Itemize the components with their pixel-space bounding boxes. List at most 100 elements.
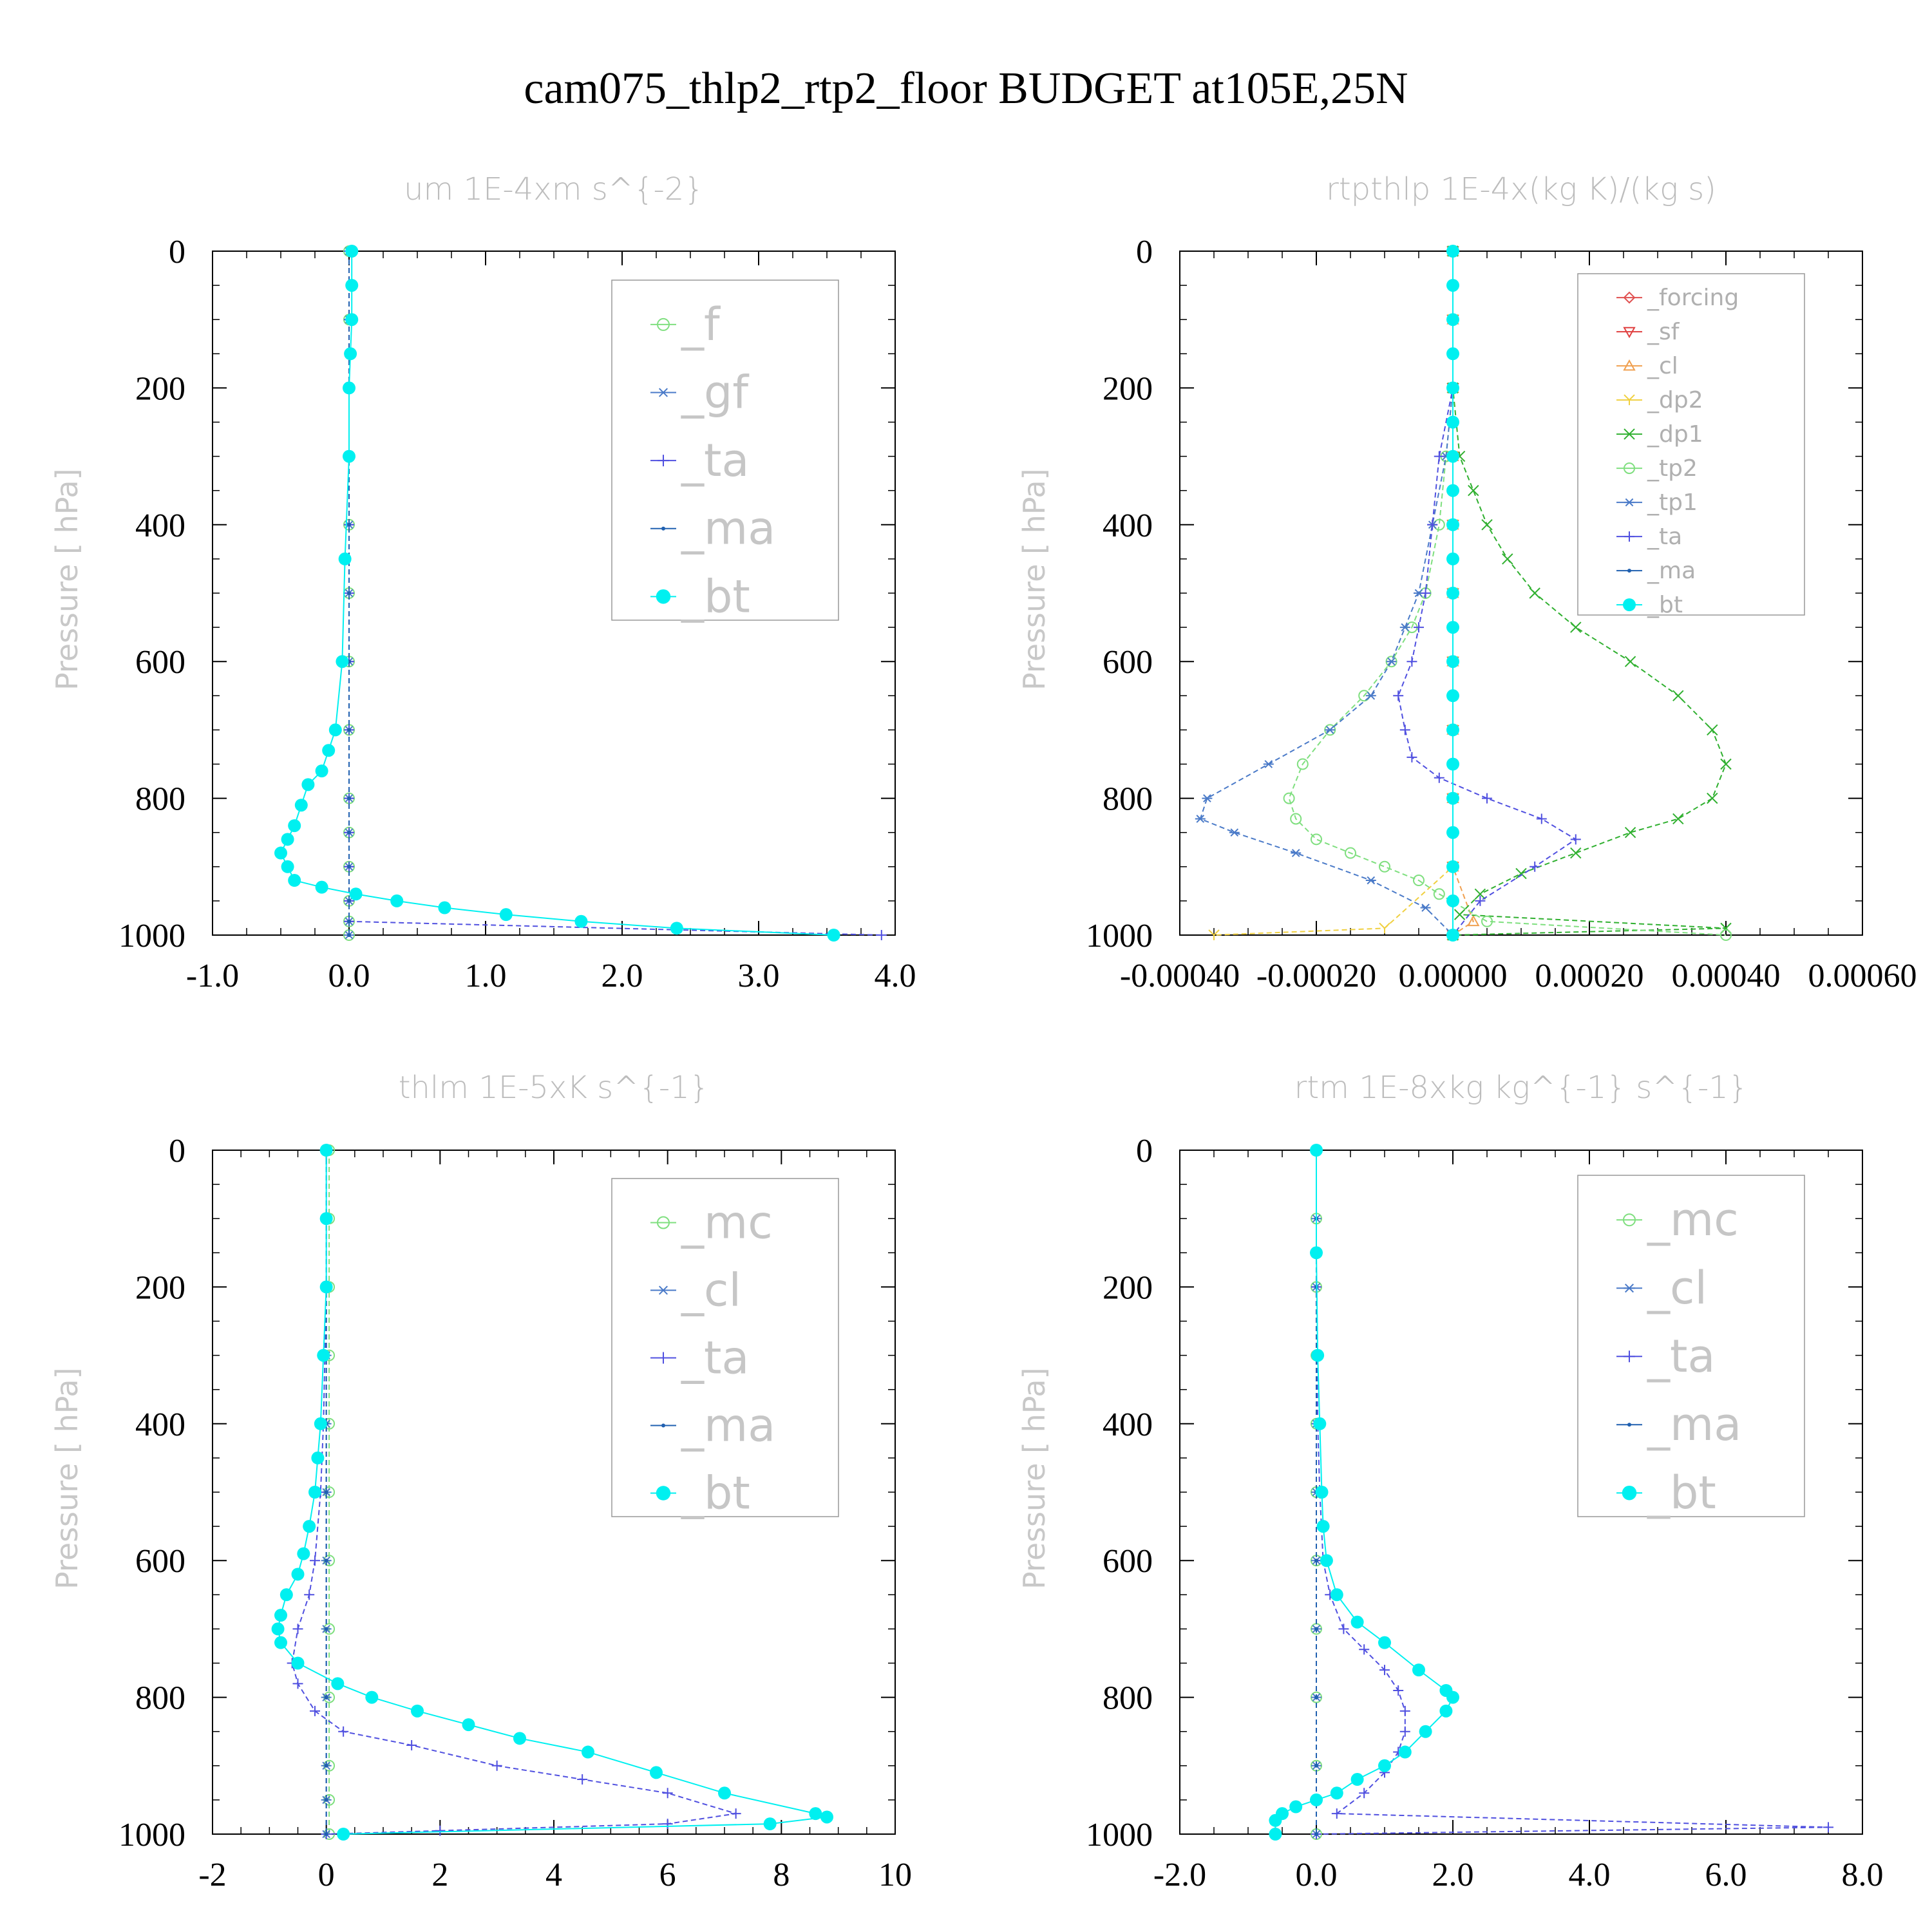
data-point: [347, 933, 351, 937]
data-point: [1468, 484, 1479, 497]
series-ta: [344, 246, 887, 940]
data-point: [347, 919, 351, 923]
data-point: [365, 1690, 379, 1704]
y-tick-label: 800: [1103, 781, 1153, 818]
x-tick-label: 6.0: [1705, 1857, 1747, 1893]
data-point: [1446, 450, 1459, 463]
data-point: [292, 1624, 303, 1634]
legend-entry: _ta: [650, 1332, 749, 1385]
data-point: [345, 245, 359, 258]
data-point: [1406, 752, 1417, 762]
panel-title: thlm 1E-5xK s^{-1}: [399, 1070, 710, 1106]
data-point: [1446, 929, 1459, 942]
data-point: [1446, 279, 1459, 292]
data-point: [274, 1609, 287, 1622]
data-point: [343, 450, 355, 463]
data-point: [1202, 794, 1213, 802]
series-line: [279, 251, 834, 936]
series-line: [348, 251, 882, 936]
legend-box: [611, 279, 839, 621]
data-point: [650, 1766, 663, 1779]
x-tick-label: -2: [198, 1857, 226, 1893]
data-point: [324, 1763, 328, 1768]
data-point: [347, 522, 351, 527]
legend-marker: [661, 526, 665, 531]
legend-entry: _tp1: [1616, 489, 1698, 516]
data-point: [319, 1212, 333, 1226]
x-tick-label: -2.0: [1153, 1857, 1206, 1893]
data-point: [331, 1677, 345, 1690]
x-tick-label: 0: [318, 1857, 335, 1893]
data-point: [1823, 1822, 1833, 1833]
legend-marker: [1624, 531, 1634, 542]
data-point: [311, 1451, 325, 1464]
data-point: [1720, 929, 1732, 941]
series-group: [1195, 244, 1732, 942]
data-point: [582, 1745, 594, 1759]
data-point: [345, 279, 359, 292]
legend-label: _cl: [1647, 1262, 1707, 1314]
legend-label: _tp1: [1647, 489, 1698, 516]
data-point: [1570, 834, 1581, 845]
data-point: [279, 1588, 293, 1602]
data-point: [1570, 847, 1582, 859]
data-point: [1446, 757, 1459, 771]
data-point: [322, 744, 336, 757]
legend-label: _dp1: [1647, 421, 1703, 448]
data-point: [1315, 1486, 1329, 1499]
data-point: [281, 860, 294, 873]
data-point: [438, 901, 451, 914]
data-point: [1419, 1725, 1432, 1738]
legend-label: _bt: [681, 1467, 750, 1520]
y-tick-label: 600: [135, 644, 185, 681]
legend-label: _cl: [681, 1264, 741, 1317]
data-point: [1414, 622, 1424, 633]
legend-label: _bt: [1647, 1466, 1716, 1519]
x-tick-label: -1.0: [186, 958, 239, 994]
y-tick-label: 800: [135, 1680, 185, 1717]
series-dp1: [1447, 245, 1732, 941]
data-point: [288, 874, 301, 887]
data-point: [1365, 876, 1376, 885]
data-point: [1446, 415, 1459, 429]
data-point: [1365, 691, 1376, 700]
chart-panel-4: rtm 1E-8xkg kg^{-1} s^{-1} Pressure [ hPa…: [1017, 1070, 1884, 1893]
data-point: [319, 1144, 333, 1157]
data-point: [1502, 553, 1513, 565]
chart-panel-3: thlm 1E-5xK s^{-1} Pressure [ hPa] -2 0 2 4 6 8…: [50, 1070, 912, 1893]
data-point: [1434, 451, 1444, 462]
series-ta: [1393, 246, 1581, 940]
data-point: [1446, 655, 1459, 668]
data-point: [1446, 587, 1459, 600]
data-point: [1310, 1246, 1323, 1260]
data-point: [304, 1589, 315, 1600]
data-point: [1399, 1726, 1410, 1737]
data-point: [1208, 929, 1220, 940]
data-point: [1446, 484, 1459, 497]
legend-entry: _cl: [1616, 353, 1678, 379]
data-point: [1311, 1349, 1325, 1362]
data-point: [344, 347, 357, 361]
legend-entry: _forcing: [1616, 285, 1739, 311]
legend-label: _ta: [1647, 524, 1682, 550]
legend-entry: _gf: [650, 366, 749, 419]
data-point: [1467, 914, 1480, 927]
data-point: [319, 1280, 333, 1294]
panel-title: um 1E-4xm s^{-2}: [404, 171, 704, 207]
data-point: [281, 833, 294, 846]
legend: _f _gf _ta _ma _bt: [611, 279, 839, 623]
data-point: [1393, 690, 1404, 701]
data-point: [1482, 793, 1492, 804]
chart-panel-2: rtpthlp 1E-4x(kg K)/(kg s) Pressure [ hPa…: [1017, 171, 1917, 994]
x-tick-label: 1.0: [465, 958, 507, 994]
y-tick-label: 1000: [1086, 918, 1153, 954]
legend-entry: _cl: [650, 1264, 741, 1317]
data-point: [1314, 1832, 1318, 1836]
data-point: [670, 922, 683, 935]
data-point: [1446, 723, 1459, 737]
y-axis-label: Pressure [ hPa]: [50, 1367, 84, 1589]
data-point: [820, 1810, 833, 1824]
legend-marker: [1627, 1423, 1631, 1427]
y-tick-label: 400: [135, 507, 185, 544]
